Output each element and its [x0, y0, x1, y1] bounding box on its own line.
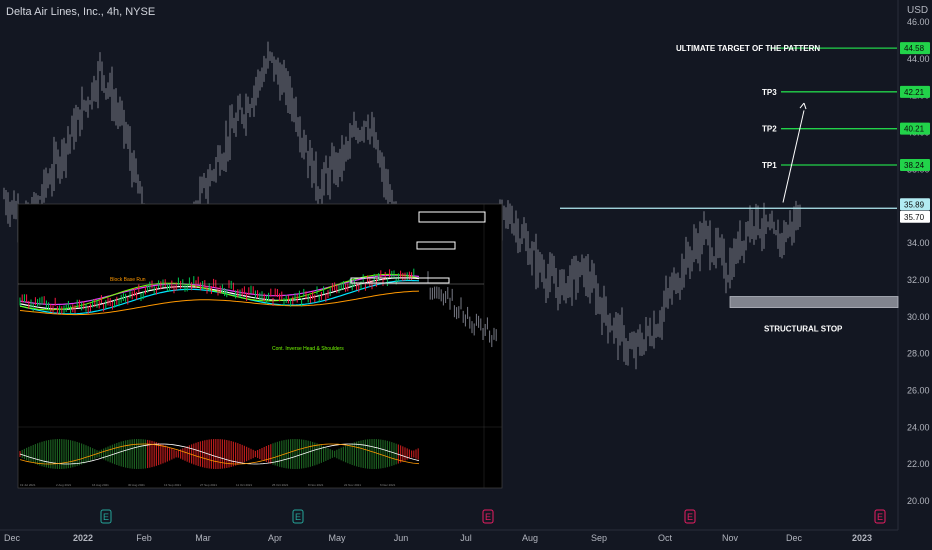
- inset-date-tick: 16 Aug 2021: [92, 483, 109, 487]
- inset-date-tick: 8 Nov 2021: [308, 483, 324, 487]
- x-tick-label: 2022: [73, 533, 93, 543]
- price-label-text: 44.58: [904, 44, 925, 53]
- inset-box: [416, 241, 456, 250]
- price-label-text: 42.21: [904, 88, 925, 97]
- x-tick-label: Mar: [195, 533, 211, 543]
- price-label-text: 35.89: [904, 200, 925, 209]
- earnings-marker-label: E: [295, 512, 301, 522]
- chart-title: Delta Air Lines, Inc., 4h, NYSE: [6, 6, 156, 18]
- x-tick-label: Apr: [268, 533, 282, 543]
- earnings-marker-label: E: [485, 512, 491, 522]
- inset-panel: [17, 203, 503, 489]
- x-tick-label: Feb: [136, 533, 152, 543]
- inset-date-tick: 30 Aug 2021: [128, 483, 145, 487]
- annotation-label: STRUCTURAL STOP: [764, 325, 843, 334]
- y-tick-label: 34.00: [907, 238, 930, 248]
- inset-ma-magenta: [19, 274, 420, 306]
- inset-date-tick: 13 Sep 2021: [164, 483, 181, 487]
- inset-osc-line: [19, 443, 420, 465]
- target-arrow-shaft: [782, 110, 805, 203]
- earnings-marker-label: E: [877, 512, 883, 522]
- price-label-text: 40.21: [904, 125, 925, 134]
- x-tick-label: Dec: [4, 533, 21, 543]
- inset-ma-orange: [19, 290, 420, 316]
- y-tick-label: 28.00: [907, 349, 930, 359]
- inset-label: Cont. Inverse Head & Shoulders: [272, 346, 344, 352]
- annotation-label: TP3: [762, 88, 777, 97]
- inset-date-tick: 6 Dec 2021: [380, 483, 396, 487]
- x-tick-label: Oct: [658, 533, 673, 543]
- inset-date-tick: 2 Aug 2021: [56, 483, 72, 487]
- y-tick-label: 30.00: [907, 312, 930, 322]
- annotation-label: ULTIMATE TARGET OF THE PATTERN: [676, 44, 820, 53]
- price-label-text: 35.70: [904, 213, 925, 222]
- y-tick-label: 32.00: [907, 275, 930, 285]
- y-tick-label: 24.00: [907, 422, 930, 432]
- inset-date-tick: 19 Jul 2021: [20, 483, 36, 487]
- inset-date-tick: 25 Oct 2021: [272, 483, 289, 487]
- x-tick-label: Aug: [522, 533, 538, 543]
- x-tick-label: Jun: [394, 533, 409, 543]
- y-tick-label: 20.00: [907, 496, 930, 506]
- inset-date-tick: 27 Sep 2021: [200, 483, 217, 487]
- earnings-marker-label: E: [103, 512, 109, 522]
- price-label-box: [900, 85, 930, 98]
- price-label-box: [900, 42, 930, 55]
- earnings-marker-label: E: [687, 512, 693, 522]
- inset-label: Block Base Run: [110, 277, 146, 283]
- y-tick-label: 22.00: [907, 459, 930, 469]
- currency-label: USD: [907, 5, 929, 16]
- inset-date-tick: 11 Oct 2021: [236, 483, 252, 487]
- x-tick-label: Nov: [722, 533, 739, 543]
- earnings-marker: [292, 509, 304, 524]
- inset-box: [350, 277, 450, 284]
- annotation-label: TP2: [762, 125, 777, 134]
- earnings-marker: [684, 509, 696, 524]
- price-label-box: [900, 122, 930, 135]
- y-tick-label: 46.00: [907, 17, 930, 27]
- earnings-marker: [874, 509, 886, 524]
- inset-osc-line: [19, 443, 420, 465]
- x-tick-label: Jul: [460, 533, 472, 543]
- target-arrow-head: [799, 102, 807, 110]
- price-label-box: [900, 210, 930, 223]
- inset-box: [418, 211, 486, 223]
- stop-zone-box: [729, 296, 899, 308]
- y-tick-label: 26.00: [907, 385, 930, 395]
- price-label-box: [900, 158, 930, 171]
- x-tick-label: Dec: [786, 533, 803, 543]
- earnings-marker: [482, 509, 494, 524]
- earnings-marker: [100, 509, 112, 524]
- price-label-box: [900, 198, 930, 211]
- annotation-label: TP1: [762, 161, 777, 170]
- x-tick-label: Sep: [591, 533, 607, 543]
- x-tick-label: 2023: [852, 533, 872, 543]
- inset-date-tick: 22 Nov 2021: [344, 483, 361, 487]
- y-tick-label: 44.00: [907, 54, 930, 64]
- x-tick-label: May: [328, 533, 346, 543]
- price-label-text: 38.24: [904, 161, 925, 170]
